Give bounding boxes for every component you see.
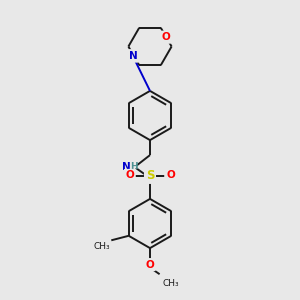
Text: S: S — [146, 169, 154, 182]
Text: O: O — [166, 170, 175, 181]
Text: H: H — [130, 162, 138, 171]
Text: N: N — [129, 51, 138, 61]
Text: O: O — [125, 170, 134, 181]
Text: N: N — [122, 162, 131, 172]
Text: CH₃: CH₃ — [163, 279, 179, 288]
Text: O: O — [162, 32, 171, 42]
Text: O: O — [166, 170, 175, 181]
Text: N: N — [129, 51, 138, 61]
Text: CH₃: CH₃ — [93, 242, 110, 251]
Text: O: O — [125, 170, 134, 181]
Text: S: S — [146, 169, 154, 182]
Text: O: O — [146, 260, 154, 270]
